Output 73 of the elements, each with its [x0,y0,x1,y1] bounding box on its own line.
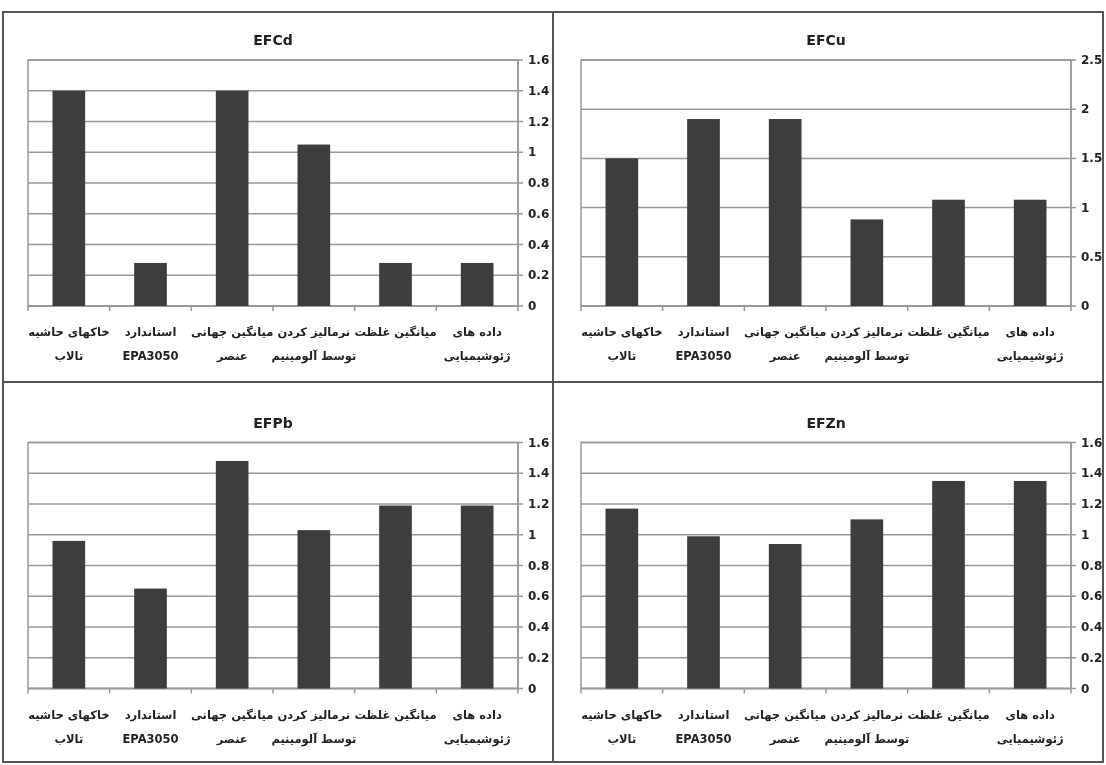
y-tick-label: 1.2 [528,497,550,511]
bar [134,262,167,306]
x-tick-label: داده های ژئوشیمیایی [996,325,1064,364]
x-tick-label: خاکهای حاشیه تالاب [581,707,663,746]
y-tick-label: 1 [1081,200,1090,215]
y-tick-label: 1.4 [1081,466,1103,481]
y-tick-label: 0.8 [528,176,550,190]
y-tick-label: 0 [1081,299,1090,313]
x-tick-label: میانگین غلظت [907,325,990,339]
x-tick-label: خاکهای حاشیه تالاب [581,325,663,363]
bar [932,199,965,306]
bar [1013,480,1047,689]
y-tick-label: 1.4 [528,83,550,98]
y-tick-label: 1.6 [528,53,550,67]
bar [850,519,884,689]
y-tick-label: 0.8 [1081,558,1103,573]
y-tick-label: 1.2 [1081,497,1103,511]
y-tick-label: 0.4 [1081,620,1103,634]
bar [379,505,412,689]
y-tick-label: 1 [528,527,537,542]
chart-title: EFCu [806,32,846,48]
y-tick-label: 0 [528,299,537,313]
x-tick-label: داده های ژئوشیمیایی [996,707,1064,747]
y-tick-label: 0.8 [528,558,550,573]
bar [52,90,86,306]
chart-title: EFPb [253,414,293,431]
y-tick-label: 1 [528,145,537,160]
y-tick-label: 0.6 [528,206,550,221]
y-tick-label: 2 [1081,102,1090,117]
y-tick-label: 0.6 [1081,589,1103,604]
bar [687,536,720,689]
x-tick-label: میانگین غلظت [354,707,437,722]
bar [297,530,331,689]
y-tick-label: 1 [1081,527,1090,542]
x-tick-label: خاکهای حاشیه تالاب [28,325,110,363]
bar [850,219,884,306]
chart-title: EFZn [806,414,846,431]
y-tick-label: 1.5 [1081,151,1103,166]
bar [52,540,86,689]
x-tick-label: میانگین غلظت [907,707,990,722]
y-tick-label: 2.5 [1081,53,1103,67]
y-tick-label: 0 [528,681,537,696]
y-tick-label: 0.2 [528,268,550,283]
bar [768,119,802,306]
x-tick-label: میانگین غلظت [354,325,437,339]
bar [605,508,639,689]
y-tick-label: 0 [1081,681,1090,696]
bar [215,90,249,306]
bar [297,144,331,306]
bar [215,460,249,689]
bar [134,588,167,689]
y-tick-label: 0.5 [1081,249,1103,264]
bar [687,119,720,306]
y-tick-label: 1.6 [1081,435,1103,450]
bar [460,505,494,689]
bar [932,480,965,689]
y-tick-label: 1.2 [528,114,550,129]
y-tick-label: 1.4 [528,466,550,481]
bar [379,262,412,306]
x-tick-label: خاکهای حاشیه تالاب [28,707,110,746]
bar [1013,199,1047,306]
bar [460,262,494,306]
y-tick-label: 0.4 [528,620,550,634]
y-tick-label: 0.2 [528,650,550,665]
bar [768,543,802,689]
y-tick-label: 1.6 [528,435,550,450]
y-tick-label: 0.4 [528,237,550,252]
x-tick-label: داده های ژئوشیمیایی [443,325,511,364]
chart-title: EFCd [253,32,293,48]
x-tick-label: داده های ژئوشیمیایی [443,707,511,747]
bar [605,158,639,306]
y-tick-label: 0.6 [528,589,550,604]
y-tick-label: 0.2 [1081,650,1103,665]
